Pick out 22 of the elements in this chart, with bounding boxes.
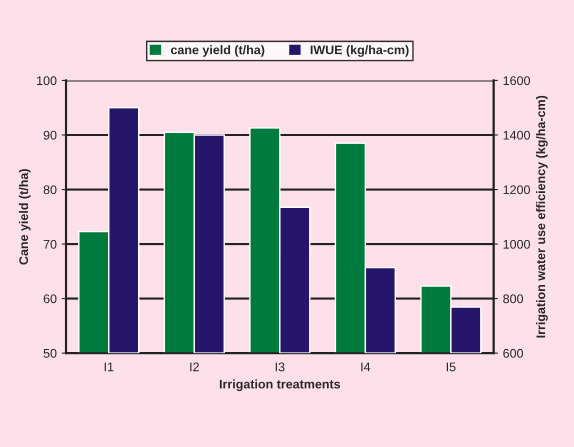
y2-tick-label: 1000 bbox=[504, 240, 530, 249]
y-tick-label: 70 bbox=[44, 240, 56, 249]
x-tick-label: I4 bbox=[361, 362, 370, 372]
y2-axis-title: Irrigation water use efficiency (kg/ha-cm) bbox=[536, 96, 548, 338]
y2-tick-label: 1600 bbox=[504, 76, 530, 86]
x-tick-label: I2 bbox=[190, 362, 199, 372]
y2-tick-label: 1400 bbox=[504, 130, 530, 140]
y2-tick-label: 600 bbox=[503, 348, 524, 358]
x-tick-label: I3 bbox=[276, 362, 284, 372]
x-tick-label: I1 bbox=[104, 362, 114, 372]
y2-tick-label: 800 bbox=[503, 294, 524, 304]
y-tick-label: 50 bbox=[44, 348, 56, 358]
y-tick-label: 100 bbox=[37, 76, 56, 86]
legend-label: IWUE (kg/ha-cm) bbox=[310, 45, 409, 57]
x-tick-label: I5 bbox=[446, 362, 456, 372]
y-axis-title: Cane yield (t/ha) bbox=[18, 169, 31, 265]
y-tick-label: 60 bbox=[44, 294, 56, 304]
legend-label: cane yield (t/ha) bbox=[170, 45, 264, 57]
y-tick-label: 80 bbox=[44, 185, 56, 194]
y-tick-label: 90 bbox=[44, 130, 56, 140]
x-axis-title: Irrigation treatments bbox=[220, 379, 340, 392]
y2-tick-label: 1200 bbox=[504, 185, 530, 194]
